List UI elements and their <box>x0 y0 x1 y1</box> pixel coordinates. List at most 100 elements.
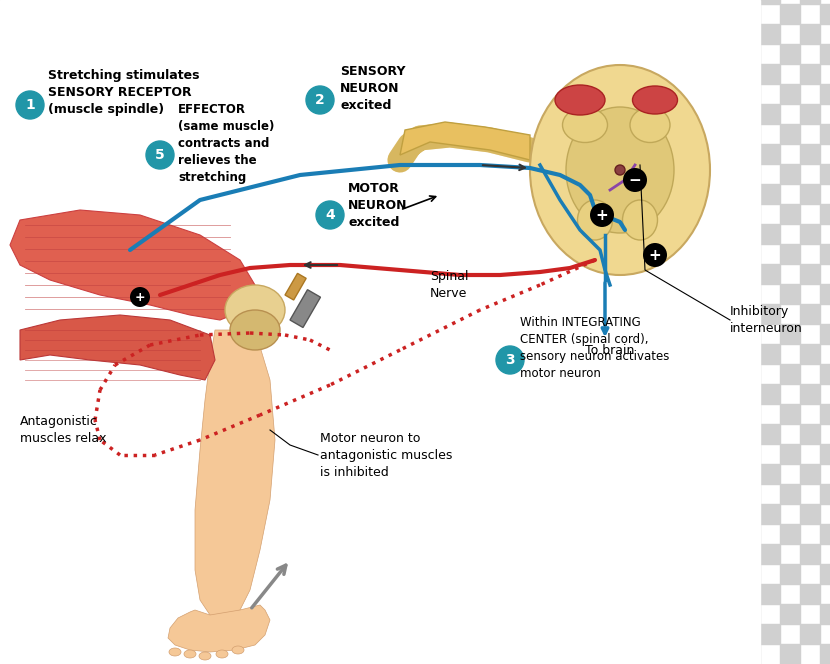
Bar <box>780 4 800 24</box>
Bar <box>780 324 800 344</box>
Bar <box>280 104 300 124</box>
Bar <box>780 44 800 64</box>
Bar <box>720 464 740 484</box>
Bar <box>400 104 420 124</box>
Bar <box>560 544 580 564</box>
Bar <box>320 24 340 44</box>
Bar <box>420 564 440 584</box>
Bar <box>440 144 460 164</box>
Bar <box>500 524 520 544</box>
Bar <box>540 524 560 544</box>
Bar <box>580 604 600 624</box>
Bar <box>440 424 460 444</box>
Bar <box>760 264 780 284</box>
Bar <box>560 264 580 284</box>
Bar <box>0 504 20 524</box>
Bar <box>820 564 830 584</box>
Bar <box>660 364 680 384</box>
Bar <box>320 184 340 204</box>
Bar <box>560 64 580 84</box>
Bar <box>640 304 660 324</box>
Bar <box>240 24 260 44</box>
Bar <box>300 604 320 624</box>
Bar <box>640 144 660 164</box>
Ellipse shape <box>199 652 211 660</box>
Bar <box>0 224 20 244</box>
Bar <box>240 184 260 204</box>
Bar <box>600 184 620 204</box>
Text: To brain: To brain <box>585 343 635 357</box>
Ellipse shape <box>630 108 670 143</box>
Bar <box>620 364 640 384</box>
Bar <box>380 484 400 504</box>
Bar <box>100 44 120 64</box>
Ellipse shape <box>184 650 196 658</box>
Bar <box>480 584 500 604</box>
Bar <box>800 624 820 644</box>
Bar <box>800 384 820 404</box>
Bar <box>380 44 400 64</box>
Text: Inhibitory
interneuron: Inhibitory interneuron <box>730 305 803 335</box>
Bar <box>100 324 120 344</box>
Bar <box>180 564 200 584</box>
Bar <box>260 284 280 304</box>
Bar <box>200 424 220 444</box>
Bar <box>660 644 680 664</box>
Text: 3: 3 <box>505 353 515 367</box>
Bar <box>420 124 440 144</box>
Bar <box>660 284 680 304</box>
Bar <box>740 4 760 24</box>
Bar <box>20 644 40 664</box>
Bar <box>460 364 480 384</box>
Bar <box>520 64 540 84</box>
Bar <box>400 264 420 284</box>
Bar <box>520 504 540 524</box>
Bar <box>300 84 320 104</box>
Bar <box>120 104 140 124</box>
Bar <box>760 224 780 244</box>
Bar <box>240 104 260 124</box>
Bar <box>560 0 580 4</box>
Bar <box>420 244 440 264</box>
Bar <box>360 224 380 244</box>
Bar <box>140 444 160 464</box>
Bar <box>80 624 100 644</box>
Bar <box>80 144 100 164</box>
Bar <box>280 544 300 564</box>
Bar <box>220 204 240 224</box>
Bar <box>320 464 340 484</box>
Bar <box>700 284 720 304</box>
Bar <box>820 44 830 64</box>
Bar <box>480 304 500 324</box>
Bar <box>540 244 560 264</box>
Bar <box>340 284 360 304</box>
Bar <box>285 274 306 300</box>
Bar <box>720 144 740 164</box>
Bar <box>780 524 800 544</box>
Bar <box>180 4 200 24</box>
Bar <box>680 64 700 84</box>
Bar <box>80 224 100 244</box>
Bar <box>720 264 740 284</box>
Bar <box>720 104 740 124</box>
Bar <box>140 284 160 304</box>
Bar <box>40 24 60 44</box>
Bar <box>280 24 300 44</box>
Bar <box>540 604 560 624</box>
Bar <box>440 224 460 244</box>
Bar <box>480 144 500 164</box>
Bar <box>560 24 580 44</box>
Bar <box>440 584 460 604</box>
Ellipse shape <box>232 646 244 654</box>
Bar <box>620 324 640 344</box>
Bar <box>620 44 640 64</box>
Bar <box>480 384 500 404</box>
Circle shape <box>306 86 334 114</box>
Bar <box>740 444 760 464</box>
Bar <box>340 604 360 624</box>
Bar <box>120 384 140 404</box>
Bar <box>160 464 180 484</box>
Bar <box>300 404 320 424</box>
Bar <box>620 284 640 304</box>
Bar <box>480 544 500 564</box>
